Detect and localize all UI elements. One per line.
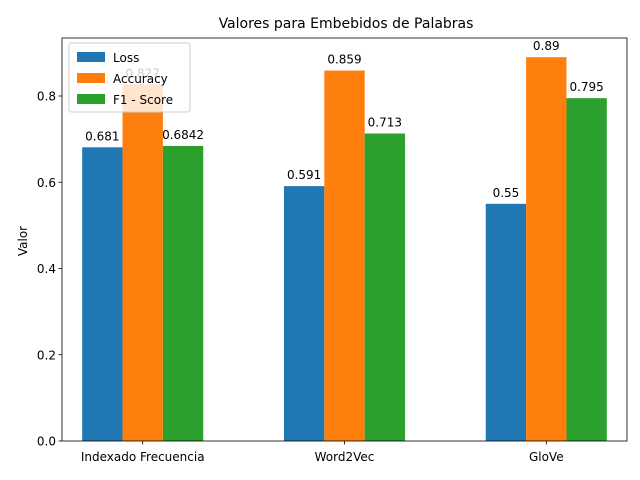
- bar-value-label: 0.6842: [162, 128, 204, 142]
- bar-loss-1: [283, 186, 325, 441]
- bar-accuracy-1: [324, 70, 365, 442]
- bar-f1-score-1: [364, 133, 406, 442]
- legend-label: Accuracy: [113, 72, 168, 86]
- bar-loss-0: [82, 147, 123, 441]
- bar-value-label: 0.89: [533, 39, 560, 53]
- axes-layer: 0.0 0.2 0.4 0.6 0.8 Indexado Frecuencia Word2V…: [37, 37, 628, 464]
- legend-swatch: [77, 94, 105, 104]
- bar-accuracy-2: [526, 57, 567, 441]
- y-tick-label: 0.6: [37, 176, 56, 190]
- chart-title: Valores para Embebidos de Palabras: [219, 16, 474, 32]
- legend-swatch: [77, 52, 105, 62]
- bar-value-label: 0.795: [569, 80, 603, 94]
- x-tick-label: GloVe: [529, 450, 564, 464]
- legend-swatch: [77, 73, 105, 83]
- bar-accuracy-0: [122, 84, 163, 442]
- bar-value-label: 0.713: [368, 116, 402, 130]
- bar-f1-score-2: [566, 98, 607, 441]
- x-tick-label: Word2Vec: [315, 450, 375, 464]
- bar-value-label: 0.681: [85, 129, 119, 143]
- y-tick-label: 0.0: [37, 435, 56, 449]
- bar-value-label: 0.591: [287, 168, 321, 182]
- bars-layer: [82, 57, 607, 442]
- bar-loss-2: [485, 203, 527, 441]
- bar-value-label: 0.55: [493, 186, 520, 200]
- bar-value-label: 0.859: [327, 53, 361, 67]
- y-tick-label: 0.4: [37, 262, 56, 276]
- x-tick-label: Indexado Frecuencia: [81, 450, 205, 464]
- y-axis-label: Valor: [16, 226, 30, 256]
- bar-f1-score-0: [162, 145, 204, 441]
- legend-label: F1 - Score: [113, 93, 173, 107]
- y-tick-label: 0.8: [37, 90, 56, 104]
- legend: Loss Accuracy F1 - Score: [68, 42, 191, 113]
- y-tick-label: 0.2: [37, 348, 56, 362]
- legend-label: Loss: [113, 51, 139, 65]
